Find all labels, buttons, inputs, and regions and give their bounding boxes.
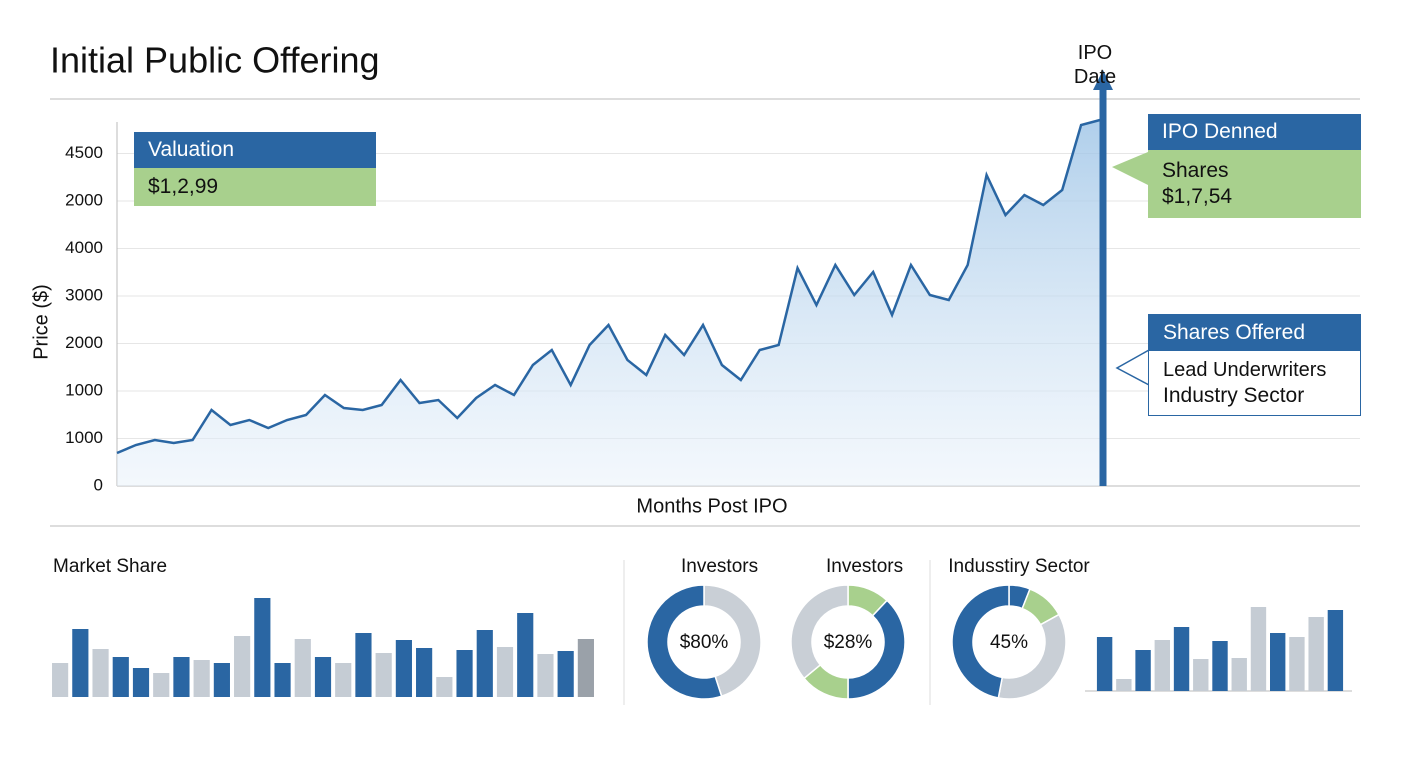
bar [1212, 641, 1228, 691]
callout-pointer [1115, 349, 1150, 386]
y-tick-label: 0 [94, 475, 103, 494]
bar [1231, 658, 1247, 691]
bar [314, 657, 332, 697]
bar [52, 663, 69, 697]
bar [1135, 650, 1151, 691]
bar [577, 639, 594, 697]
bar [355, 633, 372, 697]
bar [92, 649, 109, 697]
donut-segment [951, 584, 1010, 699]
donut-segment [790, 584, 849, 680]
callout-text: Lead Underwriters [1163, 359, 1327, 381]
bar [274, 663, 291, 697]
price-line [116, 118, 1101, 455]
bar [193, 660, 210, 697]
y-tick-label: 3000 [65, 285, 103, 304]
y-tick-label: 1000 [65, 380, 103, 399]
callout-header: IPO Denned [1148, 114, 1361, 150]
y-tick-label: 1000 [65, 428, 103, 447]
bar [395, 640, 412, 697]
y-tick-label: 2000 [65, 190, 103, 209]
callout: Shares Offered Lead Underwriters Industry… [1148, 314, 1361, 416]
bar [1270, 633, 1286, 691]
donut-segment [997, 613, 1067, 700]
bar [416, 648, 433, 697]
donut-segment [646, 584, 723, 700]
callout-text: Shares [1162, 159, 1229, 182]
bar [153, 673, 170, 697]
y-tick-label: 2000 [65, 333, 103, 352]
chart-title: Indusstiry Sector [948, 556, 1090, 577]
chart-title: Market Share [53, 556, 167, 577]
bar [234, 636, 251, 697]
bar [173, 657, 190, 697]
callout-header: Valuation [134, 132, 376, 168]
callout-header: Shares Offered [1149, 315, 1360, 351]
callout-pointer [1112, 152, 1148, 185]
center-label: $28% [824, 632, 873, 653]
chart-title: Investors [681, 556, 758, 577]
center-label: $80% [680, 632, 729, 653]
center-label: 45% [990, 632, 1028, 653]
bar [1173, 627, 1190, 691]
callout-body: $1,2,99 [134, 168, 376, 206]
y-tick-label: 4000 [65, 238, 103, 257]
x-axis-label: Months Post IPO [636, 495, 787, 517]
bar [213, 663, 230, 697]
bar [436, 677, 453, 697]
area [117, 120, 1100, 486]
ipo-label: IPO Date [1074, 42, 1116, 88]
callout: IPO Denned Shares $1,7,54 [1148, 114, 1361, 218]
bar [294, 639, 311, 697]
bar [557, 651, 574, 697]
bar [1154, 640, 1170, 691]
bar [1250, 607, 1267, 691]
callout: Valuation $1,2,99 [134, 132, 376, 206]
bar [375, 653, 392, 697]
bar [72, 629, 89, 697]
bar [1116, 679, 1132, 691]
bar [456, 650, 473, 697]
bar [1308, 617, 1324, 691]
y-axis-label: Price ($) [30, 284, 52, 360]
callout-body: Lead Underwriters Industry Sector [1149, 351, 1360, 415]
bar [254, 598, 271, 697]
bar [1327, 610, 1344, 691]
chart-title: Investors [826, 556, 903, 577]
callout-text: Industry Sector [1163, 384, 1305, 407]
bar [537, 654, 554, 697]
bar [1193, 659, 1209, 691]
bar [476, 630, 493, 697]
page-title: Initial Public Offering [50, 40, 380, 81]
ipo-arrow [1093, 70, 1113, 90]
bar [132, 668, 150, 697]
callout-text: $1,7,54 [1162, 185, 1233, 208]
bar [517, 613, 534, 697]
y-tick-label: 4500 [65, 143, 103, 162]
bar [496, 647, 514, 697]
bar [1096, 637, 1113, 691]
callout-body: Shares $1,7,54 [1148, 150, 1361, 218]
bar [112, 657, 129, 697]
bar [335, 663, 352, 697]
callout-text: $1,2,99 [148, 175, 219, 198]
donut-segment [703, 584, 762, 698]
bar [1289, 637, 1305, 691]
